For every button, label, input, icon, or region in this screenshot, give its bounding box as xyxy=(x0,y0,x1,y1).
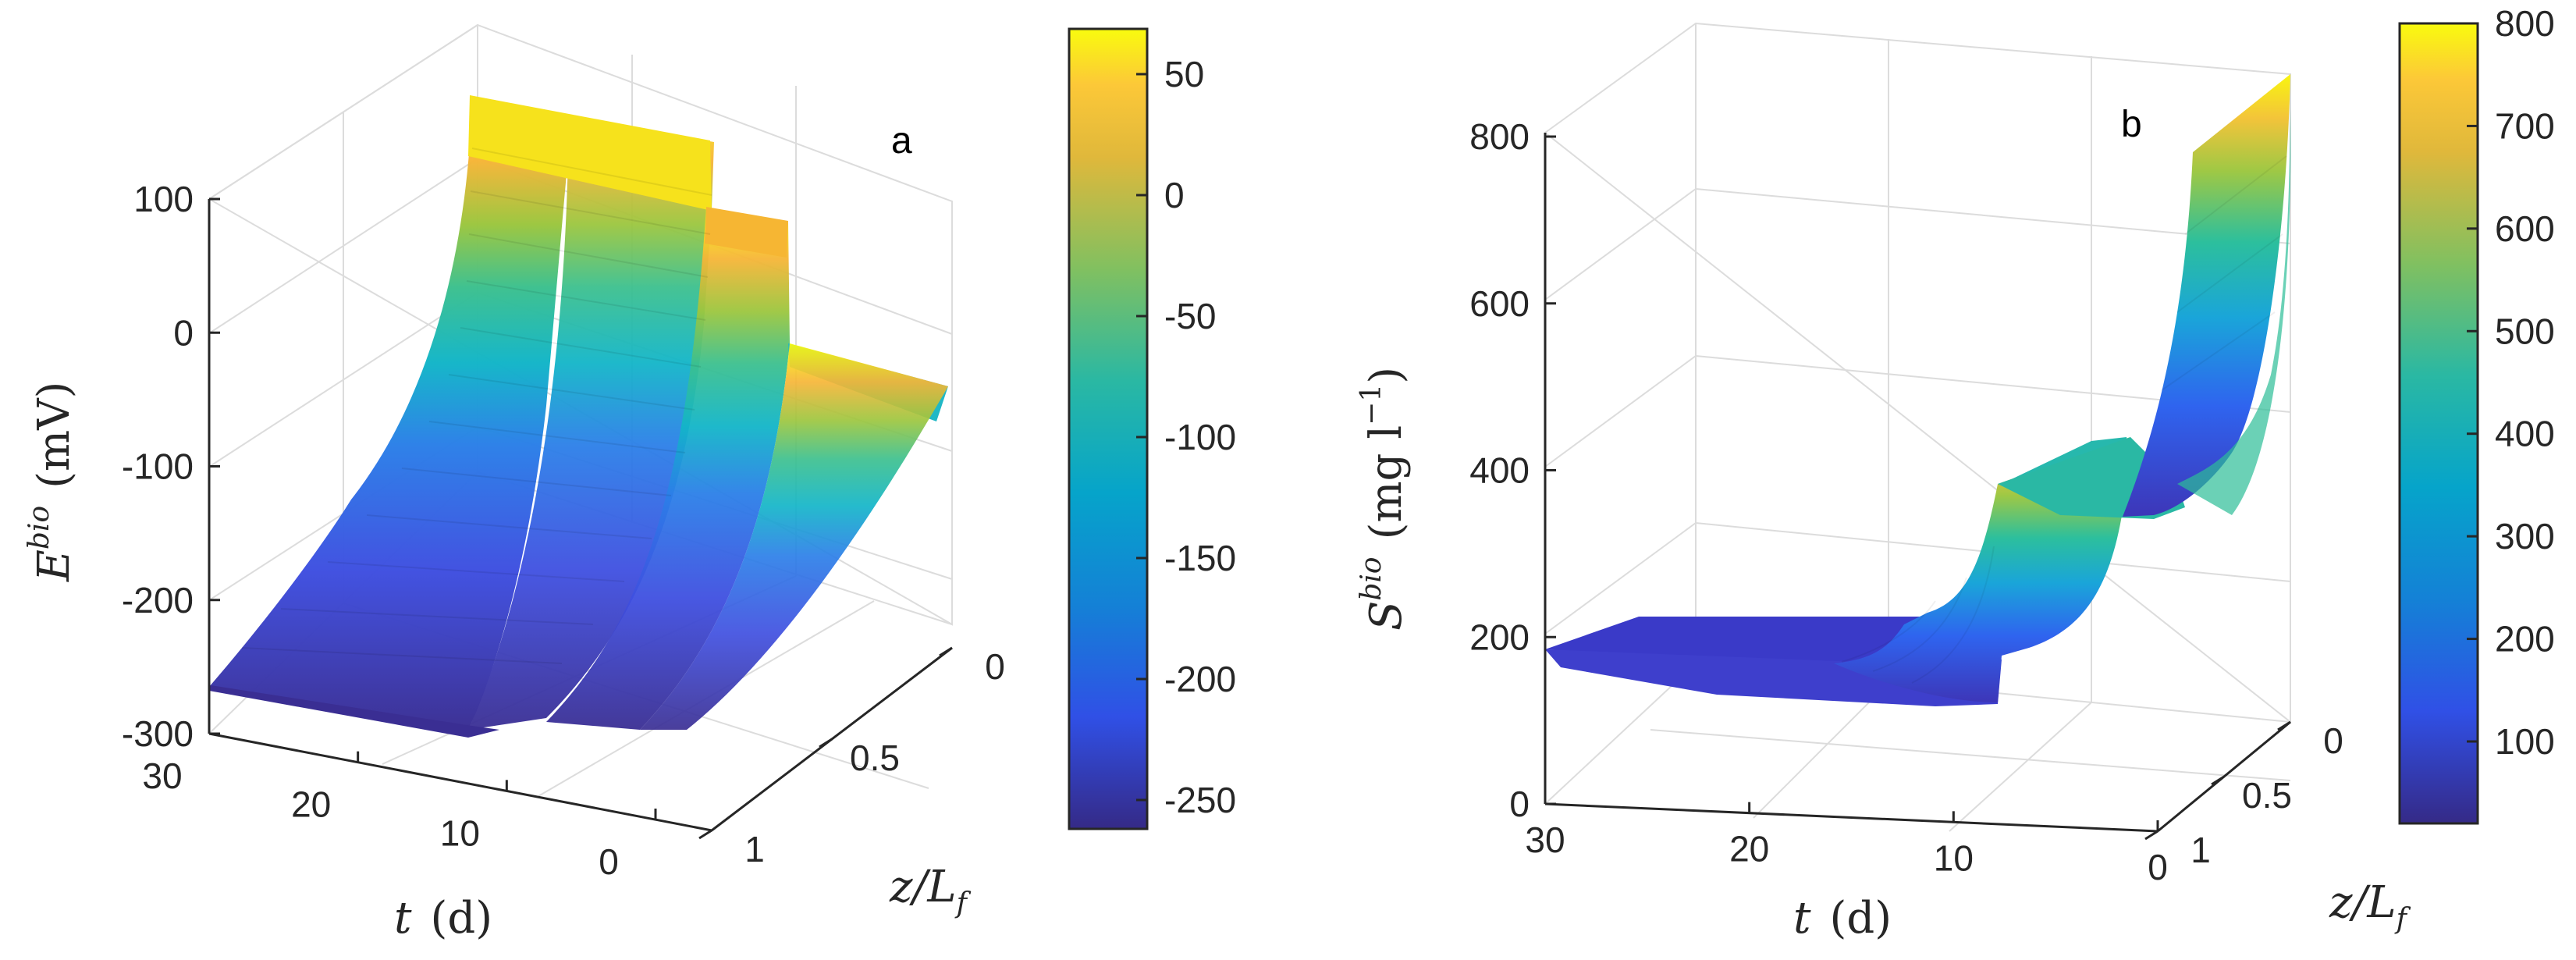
panel-b-colorbar: 800 700 600 500 400 300 200 100 xyxy=(2398,3,2555,825)
panel-a-colorbar-tick-label: 50 xyxy=(1164,54,1204,94)
panel-a-colorbar-tick-label: -100 xyxy=(1164,417,1236,457)
panel-b-depth-tick-mark xyxy=(2211,775,2225,786)
panel-b-colorbar-tick-label: 800 xyxy=(2495,3,2555,44)
panel-b-label: b xyxy=(2121,104,2142,145)
panel-a-depth-tick-mark xyxy=(939,646,953,657)
panel-a-z-tick-label: 0 xyxy=(173,312,194,353)
panel-b-t-axis xyxy=(1544,802,2159,833)
panel-a-depth-tick-label: 0.5 xyxy=(850,738,900,778)
panel-a-z-tick-label: 100 xyxy=(133,179,194,219)
panel-b-z-tick-label: 0 xyxy=(1509,784,1530,824)
panel-b-colorbar-tick-label: 200 xyxy=(2495,619,2555,660)
panel-a-t-tick-label: 20 xyxy=(291,784,331,825)
panel-a-z-tick-label: -100 xyxy=(122,446,194,487)
panel-b-depth-tick-mark xyxy=(2277,720,2291,731)
panel-b-colorbar-tick-label: 100 xyxy=(2495,721,2555,762)
panel-a-colorbar: 50 0 -50 -100 -150 -200 -250 xyxy=(1068,27,1236,830)
panel-b-z-tick-label: 400 xyxy=(1469,450,1530,491)
panel-a-colorbar-tick-label: -50 xyxy=(1164,296,1216,336)
panel-b-axes: 800 600 400 200 0 30 20 10 0 0 0.5 1 xyxy=(1469,116,2343,887)
panel-b-colorbar-tick-label: 300 xyxy=(2495,516,2555,556)
panel-a-depth-tick-mark xyxy=(819,738,833,748)
panel-b-surface xyxy=(1545,74,2291,706)
panel-a-depth-tick-label: 0 xyxy=(985,646,1005,687)
panel-b-t-tick-label: 30 xyxy=(1525,820,1565,860)
panel-b-depth-tick-mark xyxy=(2144,830,2159,841)
panel-b-depth-tick-label: 0 xyxy=(2323,720,2343,761)
panel-b-z-tick-label: 800 xyxy=(1469,116,1530,157)
panel-a-colorbar-tick-label: -150 xyxy=(1164,538,1236,578)
panel-b-z-tick-label: 600 xyxy=(1469,283,1530,324)
panel-a-surface xyxy=(209,95,948,738)
panel-a-colorbar-tick-label: -200 xyxy=(1164,659,1236,699)
panel-a-label: a xyxy=(891,120,912,162)
panel-b-depth-label: z/Lf xyxy=(2329,877,2411,935)
panel-a-t-axis xyxy=(208,732,712,832)
panel-a-colorbar-tick-label: -250 xyxy=(1164,780,1236,820)
svg-text:Ebio(mV): Ebio(mV) xyxy=(23,382,80,582)
panel-a-t-tick-label: 10 xyxy=(440,812,480,853)
panel-a-z-tick-label: -300 xyxy=(122,713,194,754)
panel-b-colorbar-tick-label: 400 xyxy=(2495,414,2555,454)
panel-a-colorbar-tick-label: 0 xyxy=(1164,175,1185,215)
panel-b-colorbar-tick-label: 700 xyxy=(2495,105,2555,146)
panel-b-t-tick-label: 0 xyxy=(2148,847,2168,887)
panel-b-z-tick-label: 200 xyxy=(1469,617,1530,657)
panel-b-t-tick-label: 10 xyxy=(1934,837,1974,878)
panel-a-z-tick-label: -200 xyxy=(122,580,194,620)
panel-b-depth-tick-label: 1 xyxy=(2190,830,2211,870)
panel-b-depth-tick-label: 0.5 xyxy=(2242,775,2292,816)
panel-a-peak xyxy=(468,95,712,211)
panel-a-t-tick-label: 30 xyxy=(142,756,182,796)
panel-a-depth-tick-mark xyxy=(698,829,712,840)
panel-b-colorbar-tick-label: 500 xyxy=(2495,311,2555,351)
panel-b-colorbar-tick-label: 600 xyxy=(2495,208,2555,249)
panel-a-depth-tick-label: 1 xyxy=(744,829,765,869)
panel-b-t-tick-label: 20 xyxy=(1729,829,1769,869)
panel-b-z-label: Sbio(mg l−1) xyxy=(1356,367,1412,631)
panel-a-z-label: Ebio(mV) xyxy=(23,382,80,582)
panel-b-t-label: t (d) xyxy=(1793,893,1892,944)
panel-a-depth-label: z/Lf xyxy=(889,862,972,919)
panel-a-t-label: t (d) xyxy=(394,893,492,944)
panel-a-t-tick-label: 0 xyxy=(599,841,619,882)
svg-text:Sbio(mg l−1): Sbio(mg l−1) xyxy=(1356,367,1412,631)
